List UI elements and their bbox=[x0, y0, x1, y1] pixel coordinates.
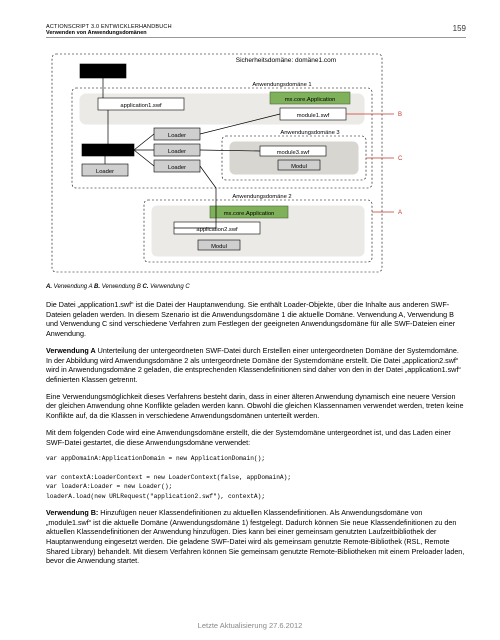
loader-label-4: Loader bbox=[96, 169, 114, 175]
para-5-body: Hinzufügen neuer Klassendefinitionen zu … bbox=[46, 508, 464, 566]
mark-c-label: C bbox=[398, 156, 403, 162]
para-5: Verwendung B: Hinzufügen neuer Klassende… bbox=[46, 508, 466, 566]
conn-anw-l1 bbox=[134, 134, 154, 150]
mark-b-label: B bbox=[398, 112, 402, 118]
para-3: Eine Verwendungsmöglichkeit dieses Verfa… bbox=[46, 392, 466, 421]
header-left: ACTIONSCRIPT 3.0 ENTWICKLERHANDBUCH Verw… bbox=[46, 24, 172, 36]
para-2-body: Unterteilung der untergeordneten SWF-Dat… bbox=[46, 346, 461, 384]
modul-label-1: Modul bbox=[291, 164, 307, 170]
cap-b-txt: Verwendung B bbox=[100, 284, 142, 290]
module1-label: module1.swf bbox=[297, 113, 330, 119]
stage-label: Bühne bbox=[94, 69, 113, 76]
loader-label-2: Loader bbox=[168, 149, 186, 155]
mx-core-label-1: mx.core.Application bbox=[285, 97, 336, 103]
para-2-runin: Verwendung A bbox=[46, 346, 96, 355]
page-footer: Letzte Aktualisierung 27.6.2012 bbox=[0, 621, 500, 630]
conn-anw-l3 bbox=[134, 150, 154, 166]
app-domain-diagram: Sicherheitsdomäne: domäne1.com Bühne Anw… bbox=[46, 48, 406, 278]
mark-a-label: A bbox=[398, 210, 402, 216]
page-number: 159 bbox=[453, 24, 466, 36]
security-domain-label: Sicherheitsdomäne: domäne1.com bbox=[236, 57, 336, 64]
diagram-caption: A. Verwendung A B. Verwendung B C. Verwe… bbox=[46, 284, 466, 290]
module3-label: module3.swf bbox=[277, 150, 310, 156]
para-1: Die Datei „application1.swf“ ist die Dat… bbox=[46, 300, 466, 339]
para-4: Mit dem folgenden Code wird eine Anwendu… bbox=[46, 428, 466, 447]
diagram-container: Sicherheitsdomäne: domäne1.com Bühne Anw… bbox=[46, 48, 466, 280]
loader-label-1: Loader bbox=[168, 133, 186, 139]
app1-label: application1.swf bbox=[120, 103, 162, 109]
page-header: ACTIONSCRIPT 3.0 ENTWICKLERHANDBUCH Verw… bbox=[46, 24, 466, 38]
ad1-label: Anwendungsdomäne 1 bbox=[252, 82, 311, 88]
code-block: var appDomainA:ApplicationDomain = new A… bbox=[46, 454, 466, 500]
cap-c-txt: Verwendung C bbox=[149, 284, 190, 290]
anwendung-label: Anwendung bbox=[93, 149, 124, 155]
para-5-runin: Verwendung B: bbox=[46, 508, 98, 517]
para-2: Verwendung A Unterteilung der untergeord… bbox=[46, 346, 466, 385]
ad2-label: Anwendungsdomäne 2 bbox=[232, 194, 291, 200]
mx-core-label-2: mx.core.Application bbox=[224, 211, 275, 217]
loader-label-3: Loader bbox=[168, 165, 186, 171]
section-title: Verwenden von Anwendungsdomänen bbox=[46, 30, 172, 36]
modul-label-2: Modul bbox=[211, 244, 227, 250]
cap-a-txt: Verwendung A bbox=[52, 284, 94, 290]
ad3-label: Anwendungsdomäne 3 bbox=[280, 130, 339, 136]
